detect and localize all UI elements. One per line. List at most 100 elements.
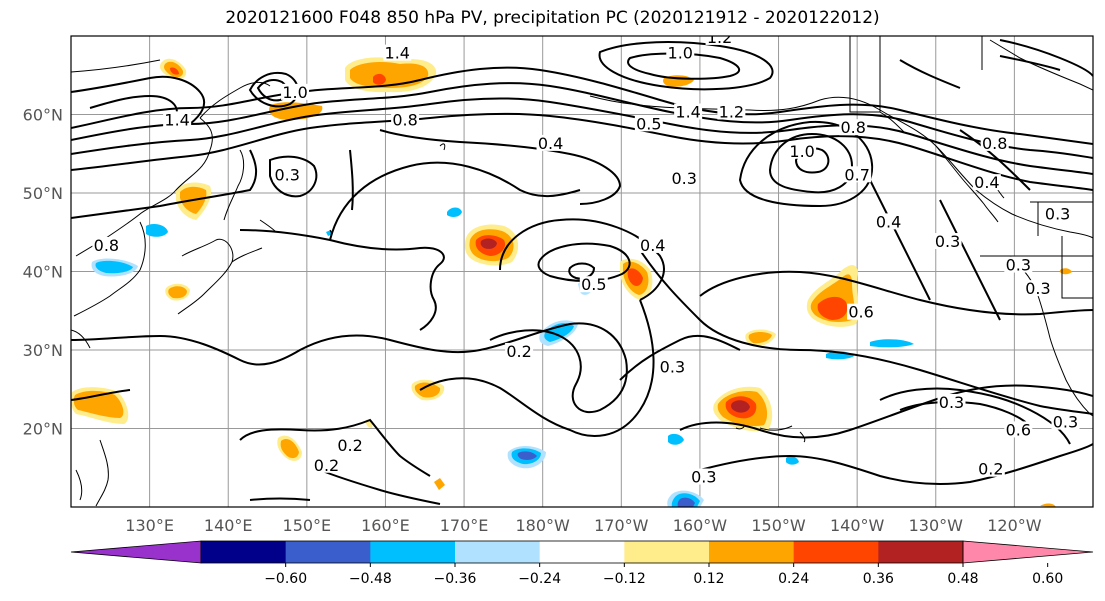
contour-labels: 1.2 1.0 1.4 1.0 1.4 0.8 0.5 1.4 1.2 0.8 1.0 0.4 0.3 0… xyxy=(92,36,1080,487)
contour-label: 0.3 xyxy=(1045,205,1070,224)
contour-label: 0.3 xyxy=(671,169,696,188)
contour-label: 0.4 xyxy=(876,212,901,231)
longitude-label: 150°E xyxy=(283,516,332,535)
contour-label: 0.8 xyxy=(982,134,1007,153)
contour-label: 0.6 xyxy=(848,303,873,322)
precip-blob xyxy=(1060,268,1072,275)
colorbar-labels: −0.60 −0.48 −0.36 −0.24 −0.12 0.12 0.24 0.36 0.4… xyxy=(264,563,1063,587)
contour-label: 0.6 xyxy=(1006,420,1031,439)
longitude-label: 140°E xyxy=(204,516,253,535)
precip-blob-negative xyxy=(507,446,546,469)
contour-label-background xyxy=(1004,421,1033,438)
contour-label-background xyxy=(273,166,302,183)
contour-label-background xyxy=(634,115,663,132)
longitude-label: 150°W xyxy=(751,516,806,535)
contour-label: 1.4 xyxy=(164,110,189,129)
contour-label-background xyxy=(163,111,192,128)
contour-label: 0.8 xyxy=(392,110,417,129)
precip-blob-negative xyxy=(786,456,799,465)
precip-blob-negative xyxy=(667,490,704,507)
contour-label: 0.4 xyxy=(640,236,665,255)
contour-label-background xyxy=(1004,256,1033,273)
contour-label-background xyxy=(505,342,534,359)
contour-label: 0.3 xyxy=(1025,279,1050,298)
contour-label: 0.3 xyxy=(274,165,299,184)
contour-label: 0.2 xyxy=(506,342,531,361)
colorbar-segment xyxy=(539,541,625,563)
longitude-label: 130°W xyxy=(909,516,964,535)
latitude-label: 20°N xyxy=(23,420,63,439)
contour-label: 0.2 xyxy=(978,460,1003,479)
contour-label-background xyxy=(336,437,365,454)
contour-label: 1.0 xyxy=(789,142,814,161)
contour-label-background xyxy=(933,233,962,250)
colorbar-segment xyxy=(624,541,710,563)
contour-label: 0.3 xyxy=(660,358,685,377)
contour-label: 0.2 xyxy=(314,456,339,475)
latitude-label: 50°N xyxy=(23,184,63,203)
colorbar-tick-label: −0.12 xyxy=(603,571,646,587)
precip-blob xyxy=(160,58,187,80)
contour-label-background xyxy=(536,134,565,151)
map-frame xyxy=(70,35,1094,508)
precip-blob xyxy=(411,379,445,401)
contour-label-background xyxy=(972,174,1001,191)
contour-label-background xyxy=(980,134,1009,151)
contour-label: 1.0 xyxy=(668,44,693,63)
colorbar-tick-label: −0.60 xyxy=(264,571,307,587)
colorbar-segment xyxy=(878,541,964,563)
precip-blob xyxy=(1040,503,1056,507)
precip-blob xyxy=(806,265,859,327)
colorbar-segment xyxy=(793,541,879,563)
contour-label-background xyxy=(717,103,746,120)
contour-label-background xyxy=(579,276,608,293)
contour-label-background xyxy=(674,103,703,120)
latitude-label: 30°N xyxy=(23,341,63,360)
contour-label-background xyxy=(788,142,817,159)
contour-label-background xyxy=(976,460,1005,477)
contour-label-background xyxy=(847,303,876,320)
contour-label: 0.3 xyxy=(691,468,716,487)
contour-label: 0.3 xyxy=(939,393,964,412)
contour-label-background xyxy=(638,236,667,253)
precip-blob-negative xyxy=(91,258,138,277)
colorbar xyxy=(70,540,1094,564)
contour-label-background xyxy=(1051,413,1080,430)
precip-blob-negative xyxy=(668,433,684,445)
longitude-labels: 130°E 140°E 150°E 160°E 170°E 180°W 170°W 160°W… xyxy=(125,516,1041,535)
colorbar-segment xyxy=(709,541,795,563)
latitude-labels: 60°N 50°N 40°N 30°N 20°N xyxy=(23,106,63,439)
longitude-label: 180°W xyxy=(516,516,571,535)
contour-label-background xyxy=(658,358,687,375)
contour-label: 0.2 xyxy=(337,436,362,455)
longitude-label: 120°W xyxy=(987,516,1042,535)
contour-label-background xyxy=(689,468,718,485)
colorbar-tick-label: 0.48 xyxy=(947,571,978,587)
colorbar-tick-label: −0.48 xyxy=(349,571,392,587)
contour-label-background xyxy=(281,83,310,100)
contour-label-background xyxy=(391,111,420,128)
precip-blob xyxy=(464,224,519,266)
contour-label-background xyxy=(1043,205,1072,222)
contour-label-background xyxy=(666,44,695,61)
contour-label: 1.0 xyxy=(282,83,307,102)
contour-label: 1.4 xyxy=(385,44,410,63)
contour-label: 0.8 xyxy=(840,118,865,137)
longitude-label: 170°E xyxy=(440,516,489,535)
contour-label: 0.4 xyxy=(974,173,999,192)
colorbar-segment xyxy=(370,541,456,563)
contour-label: 0.3 xyxy=(1053,413,1078,432)
colorbar-tick-label: 0.36 xyxy=(863,571,894,587)
contour-label-background xyxy=(312,456,341,473)
contour-label: 1.4 xyxy=(675,103,700,122)
longitude-label: 160°E xyxy=(361,516,410,535)
contour-label: 0.4 xyxy=(538,134,563,153)
colorbar-tick-label: −0.36 xyxy=(434,571,477,587)
contour-label: 1.2 xyxy=(719,103,744,122)
contour-label-background xyxy=(670,170,699,187)
precip-blob-negative xyxy=(447,207,462,217)
colorbar-tick-label: 0.12 xyxy=(693,571,724,587)
precip-blob xyxy=(745,329,776,347)
contour-label-background xyxy=(383,44,412,61)
